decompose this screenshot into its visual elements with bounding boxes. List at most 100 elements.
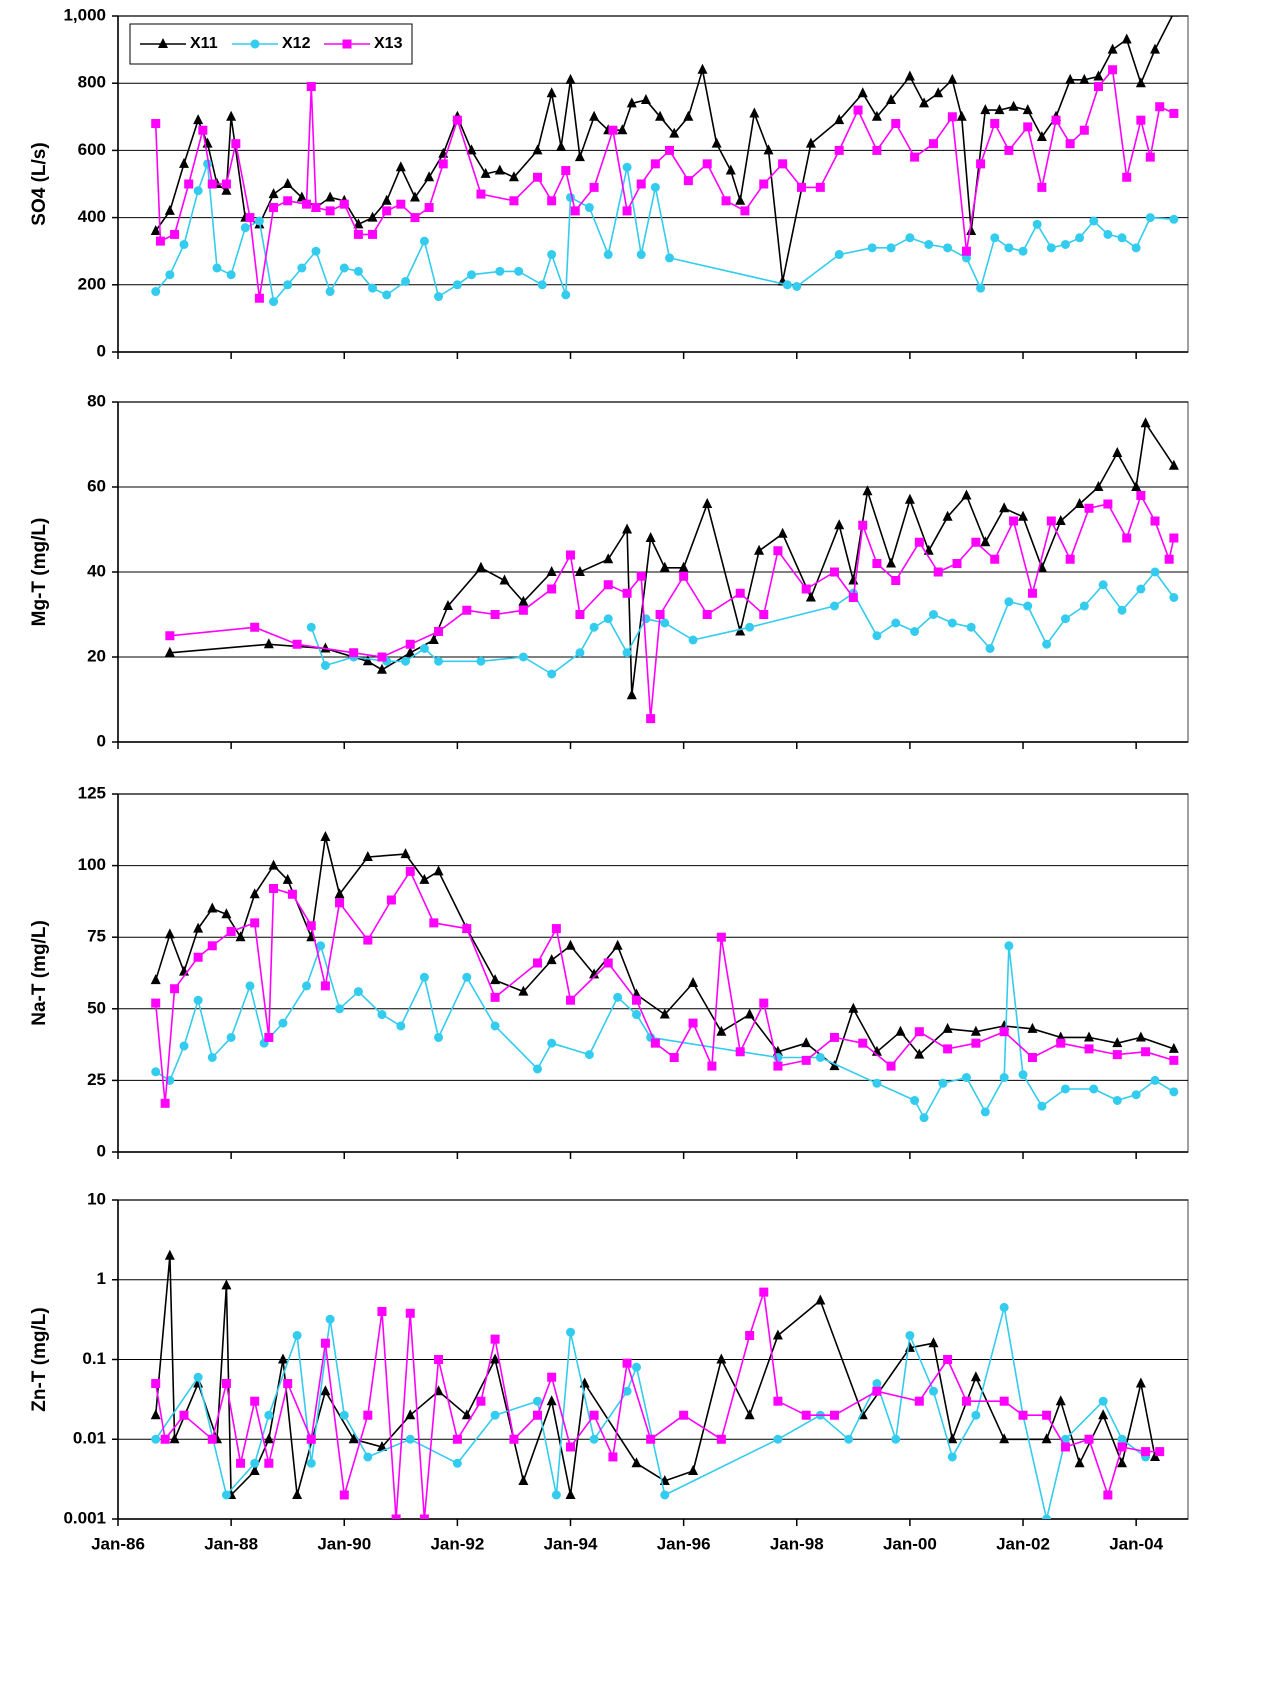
marker-circle (325, 1314, 335, 1324)
marker-circle (368, 283, 378, 293)
marker-square (914, 1396, 924, 1406)
marker-circle (1004, 243, 1014, 253)
marker-square (250, 1396, 260, 1406)
marker-circle (462, 972, 472, 982)
marker-square (306, 1434, 316, 1444)
marker-square (1046, 516, 1056, 526)
marker-square (339, 1490, 349, 1500)
marker-triangle (556, 141, 567, 152)
marker-triangle (574, 151, 585, 162)
marker-triangle (1112, 1037, 1123, 1048)
marker-triangle (193, 922, 204, 933)
marker-square (518, 605, 528, 615)
y-tick-label: 0.01 (73, 1429, 106, 1448)
marker-triangle (1131, 481, 1142, 491)
marker-square (622, 206, 632, 216)
marker-circle (1060, 614, 1070, 624)
marker-circle (1004, 941, 1014, 951)
marker-square (872, 559, 882, 568)
marker-square (320, 1338, 330, 1348)
marker-circle (603, 250, 613, 260)
marker-triangle (1107, 43, 1118, 54)
marker-triangle (381, 194, 392, 205)
marker-square (1169, 533, 1179, 543)
marker-triangle (277, 1353, 288, 1364)
marker-triangle (282, 873, 293, 884)
marker-triangle (631, 1457, 642, 1468)
marker-square (377, 652, 387, 662)
marker-circle (589, 1434, 599, 1444)
marker-square (1141, 1447, 1151, 1457)
marker-circle (603, 614, 613, 624)
marker-circle (589, 622, 599, 632)
marker-triangle (565, 939, 576, 950)
marker-circle (561, 290, 571, 300)
marker-square (1042, 1410, 1052, 1420)
marker-circle (212, 263, 222, 273)
marker-circle (254, 216, 264, 226)
marker-triangle (518, 595, 529, 606)
marker-circle (872, 1379, 882, 1389)
marker-square (1060, 1442, 1070, 1452)
marker-triangle (367, 211, 378, 222)
marker-triangle (150, 1409, 161, 1420)
marker-square (377, 1306, 387, 1316)
marker-square (848, 593, 858, 602)
marker-triangle (895, 1025, 906, 1036)
marker-square (636, 571, 646, 581)
marker-triangle (362, 851, 373, 862)
y-tick-label: 125 (78, 783, 106, 802)
marker-square (566, 995, 576, 1005)
marker-square (547, 1372, 557, 1382)
marker-square (886, 1061, 896, 1071)
marker-square (603, 958, 613, 968)
marker-triangle (1018, 510, 1029, 521)
marker-triangle (221, 1279, 232, 1290)
marker-triangle (942, 1022, 953, 1033)
marker-triangle (711, 137, 722, 148)
marker-square (509, 1434, 519, 1444)
marker-square (1027, 588, 1037, 598)
marker-triangle (772, 1329, 783, 1340)
marker-circle (518, 652, 528, 662)
marker-triangle (207, 902, 218, 913)
marker-square (254, 293, 264, 303)
marker-square (990, 554, 1000, 564)
marker-square (1117, 1442, 1127, 1452)
marker-square (368, 229, 378, 239)
marker-circle (1117, 605, 1127, 615)
marker-square (547, 196, 557, 206)
plot-series (164, 417, 1179, 724)
marker-triangle (320, 642, 331, 653)
marker-square (745, 1330, 755, 1340)
marker-triangle (1065, 73, 1076, 84)
marker-circle (1060, 1084, 1070, 1094)
y-tick-label: 200 (78, 274, 106, 293)
marker-square (1084, 503, 1094, 513)
marker-square (320, 981, 330, 991)
marker-square (910, 152, 920, 162)
marker-triangle (834, 114, 845, 125)
marker-triangle (659, 561, 670, 572)
marker-square (170, 984, 180, 994)
marker-triangle (1008, 100, 1019, 111)
marker-circle (1150, 1075, 1160, 1085)
marker-circle (1023, 601, 1033, 611)
marker-square (646, 714, 656, 724)
marker-triangle (961, 489, 972, 500)
marker-triangle (1055, 515, 1066, 525)
marker-circle (872, 631, 882, 641)
marker-square (1136, 115, 1146, 125)
marker-square (1037, 182, 1047, 192)
marker-square (151, 119, 161, 129)
marker-triangle (702, 498, 713, 508)
marker-square (566, 1442, 576, 1452)
marker-square (872, 145, 882, 155)
marker-triangle (999, 502, 1010, 513)
marker-triangle (589, 968, 600, 979)
marker-square (669, 1052, 679, 1062)
marker-square (914, 537, 924, 547)
marker-square (1093, 82, 1103, 92)
y-tick-label: 25 (87, 1070, 106, 1089)
marker-triangle (857, 87, 868, 98)
